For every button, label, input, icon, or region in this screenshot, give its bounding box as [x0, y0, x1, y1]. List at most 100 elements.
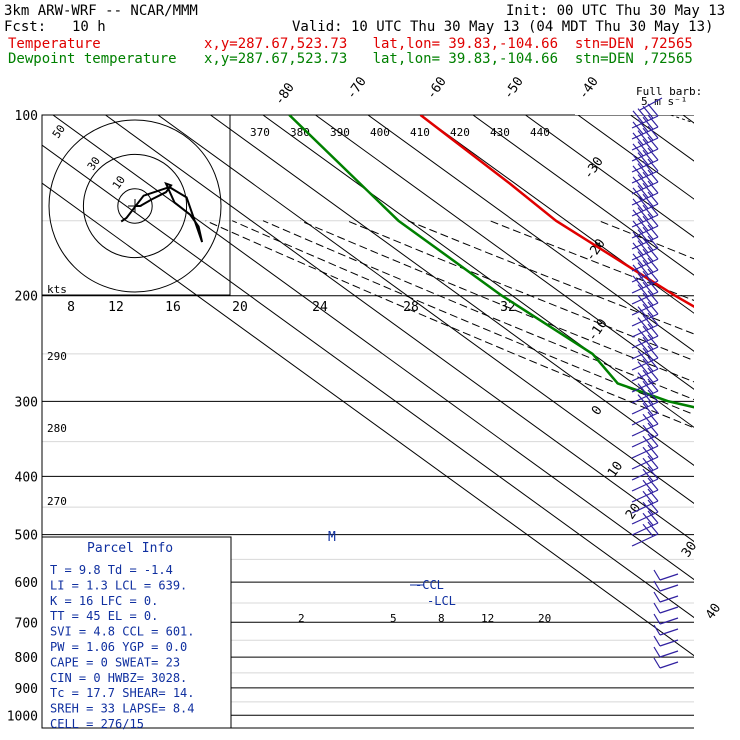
- theta-label: 420: [450, 126, 470, 139]
- wind-barb-feather: [642, 435, 654, 449]
- isotherm-line: [210, 115, 694, 466]
- wind-barb-feather: [637, 229, 649, 242]
- wind-barb: [631, 158, 659, 184]
- wind-barb-feather: [647, 488, 659, 502]
- temperature-profile: [419, 115, 694, 309]
- wind-barb-feather: [647, 367, 659, 381]
- wind-barb-feather: [642, 490, 654, 504]
- wind-barb: [631, 301, 659, 327]
- wind-barb: [631, 257, 659, 283]
- isotherm-line: [682, 115, 694, 124]
- forecast-hour: 10 h: [72, 19, 106, 35]
- theta-e-label: 280: [47, 422, 67, 435]
- wind-barb: [631, 378, 659, 404]
- wind-barb-staff: [631, 390, 659, 404]
- wind-barb-feather: [642, 281, 654, 295]
- isotherm-line: [420, 115, 694, 314]
- moist-adiabat-line: [205, 220, 694, 429]
- dry-adiabat-line: [698, 115, 740, 728]
- wind-barb-staff: [631, 412, 659, 426]
- wind-barb-feather: [637, 141, 649, 154]
- parcel-info-row: SVI = 4.8 CCL = 601.: [50, 625, 195, 639]
- theta-e-label: 290: [47, 350, 67, 363]
- parcel-info-row: PW = 1.06 YGP = 0.0: [50, 640, 187, 654]
- hodograph-scale-label: 28: [403, 300, 419, 315]
- wind-barb-feather: [642, 512, 654, 526]
- wind-barb: [631, 202, 659, 228]
- wind-barb-feather: [642, 116, 654, 130]
- wind-barb: [631, 224, 659, 250]
- wind-barb-feather: [653, 613, 661, 625]
- wind-barb-feather: [642, 149, 654, 163]
- mixing-ratio-label: 20: [538, 612, 551, 625]
- pressure-tick-label: 900: [15, 682, 38, 697]
- wind-barb-staff: [659, 628, 679, 636]
- wind-barb-feather: [642, 358, 654, 372]
- wind-barb-feather: [642, 303, 654, 317]
- wind-barb-feather: [647, 301, 659, 315]
- wind-barb-feather: [642, 171, 654, 185]
- wind-barb-staff: [631, 346, 659, 360]
- wind-barb-feather: [637, 108, 649, 121]
- wind-barb-staff: [631, 379, 659, 393]
- dry-adiabat-line: [725, 115, 740, 728]
- theta-label: 440: [530, 126, 550, 139]
- wind-barb-feather: [632, 165, 644, 179]
- wind-barb-feather: [653, 624, 661, 636]
- wind-barb-feather: [653, 602, 661, 614]
- wind-barb-feather: [632, 275, 644, 289]
- wind-barb-feather: [647, 422, 659, 436]
- wind-barb-feather: [637, 383, 649, 396]
- wind-barb-feather: [637, 207, 649, 220]
- wind-barb-feather: [642, 237, 654, 251]
- wind-barb: [631, 345, 659, 371]
- wind-barb-staff: [631, 280, 659, 294]
- parcel-info-row: CAPE = 0 SWEAT= 23: [50, 655, 180, 669]
- wind-barb: [631, 466, 659, 492]
- mixing-ratio-label: 5: [390, 612, 397, 625]
- parcel-info-row: TT = 45 EL = 0.: [50, 609, 158, 623]
- isotherm-line: [42, 182, 694, 657]
- wind-barb-feather: [647, 136, 659, 150]
- pressure-tick-label: 600: [15, 576, 38, 591]
- ccl-label: -CCL: [415, 578, 444, 592]
- hodograph-ring: [48, 119, 222, 293]
- pressure-tick-label: 500: [15, 529, 38, 544]
- wind-barb-feather: [647, 334, 659, 348]
- isotherm-line: [472, 115, 694, 276]
- wind-barb-feather: [647, 510, 659, 524]
- wind-barb-staff: [659, 595, 679, 603]
- wind-barb-feather: [632, 209, 644, 223]
- wind-barb-feather: [647, 466, 659, 480]
- wind-barb-feather: [647, 180, 659, 194]
- wind-barb-staff: [631, 445, 659, 459]
- isotherm-line: [105, 115, 694, 543]
- wind-barb-feather: [642, 457, 654, 471]
- wind-barb-feather: [632, 264, 644, 278]
- wind-barb-feather: [647, 191, 659, 205]
- valid-time: Valid: 10 UTC Thu 30 May 13 (04 MDT Thu …: [292, 19, 714, 35]
- pressure-tick-label: 100: [15, 109, 38, 124]
- pressure-tick-label: 1000: [7, 709, 38, 724]
- wind-barb-feather: [632, 198, 644, 212]
- wind-barb-feather: [637, 306, 649, 319]
- wind-barb-feather: [647, 169, 659, 183]
- parcel-info-row: CIN = 0 HWBZ= 3028.: [50, 671, 187, 685]
- isotherm-label: 20: [623, 501, 644, 522]
- wind-barb-feather: [642, 138, 654, 152]
- wind-barb: [653, 613, 679, 625]
- wind-barb-staff: [631, 313, 659, 327]
- wind-barb: [631, 169, 659, 195]
- wind-barb: [631, 246, 659, 272]
- parcel-info-title: Parcel Info: [87, 541, 173, 556]
- wind-barb-feather: [647, 202, 659, 216]
- wind-barb-feather: [642, 479, 654, 493]
- wind-barb-feather: [647, 323, 659, 337]
- wind-barb-staff: [631, 357, 659, 371]
- wind-barb: [631, 334, 659, 360]
- wind-barb-feather: [647, 356, 659, 370]
- parcel-info-row: T = 9.8 Td = -1.4: [50, 563, 173, 577]
- wind-barb: [631, 510, 659, 536]
- wind-barb-feather: [637, 317, 649, 330]
- theta-e-label: 270: [47, 495, 67, 508]
